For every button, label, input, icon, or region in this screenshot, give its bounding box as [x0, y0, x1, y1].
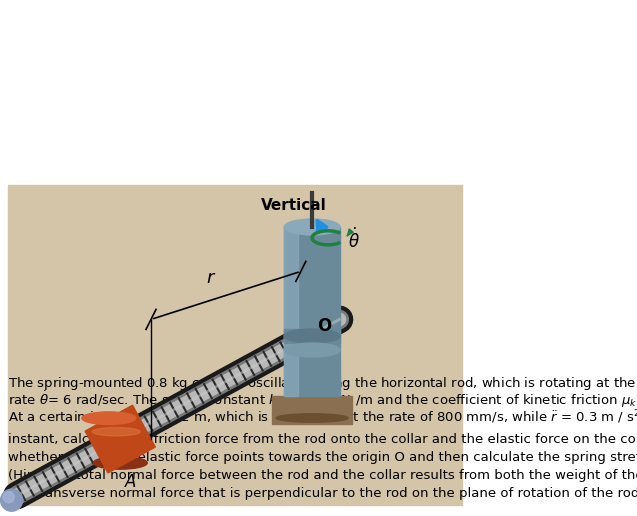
Bar [284, 227, 340, 396]
Text: Vertical: Vertical [261, 198, 327, 213]
Text: instant, calculate the friction force from the rod onto the collar and the elast: instant, calculate the friction force fr… [8, 433, 637, 446]
Text: whether or not the elastic force points towards the origin O and then calculate : whether or not the elastic force points … [8, 451, 637, 464]
Circle shape [1, 489, 23, 511]
Ellipse shape [276, 414, 348, 422]
Ellipse shape [92, 428, 140, 436]
Text: O: O [317, 317, 331, 335]
Text: A: A [125, 473, 136, 491]
Text: $\dot{\theta}$: $\dot{\theta}$ [348, 228, 360, 252]
Ellipse shape [82, 412, 136, 425]
Text: The spring-mounted 0.8 kg collar $\mathcal{A}$ oscillates along the horizontal r: The spring-mounted 0.8 kg collar $\mathc… [8, 375, 637, 392]
Text: At a certain instant, $r$ = 0.2 m, which is increasing at the rate of 800 mm/s, : At a certain instant, $r$ = 0.2 m, which… [8, 409, 637, 428]
Bar [284, 227, 298, 396]
Circle shape [3, 492, 14, 503]
Ellipse shape [284, 343, 340, 357]
Text: the transverse normal force that is perpendicular to the rod on the plane of rot: the transverse normal force that is perp… [8, 487, 637, 500]
Bar [272, 396, 352, 424]
Ellipse shape [93, 457, 147, 469]
Text: $r$: $r$ [206, 269, 216, 287]
Bar [284, 329, 340, 343]
FancyBboxPatch shape [85, 405, 155, 473]
Ellipse shape [284, 329, 340, 343]
Text: (Hint: the total normal force between the rod and the collar results from both t: (Hint: the total normal force between th… [8, 469, 637, 482]
Bar [8, 185, 462, 505]
Text: rate $\dot{\theta}$= 6 rad/sec. The spring constant $k$ equals 5 N /m and the co: rate $\dot{\theta}$= 6 rad/sec. The spri… [8, 390, 637, 410]
Ellipse shape [284, 219, 340, 235]
